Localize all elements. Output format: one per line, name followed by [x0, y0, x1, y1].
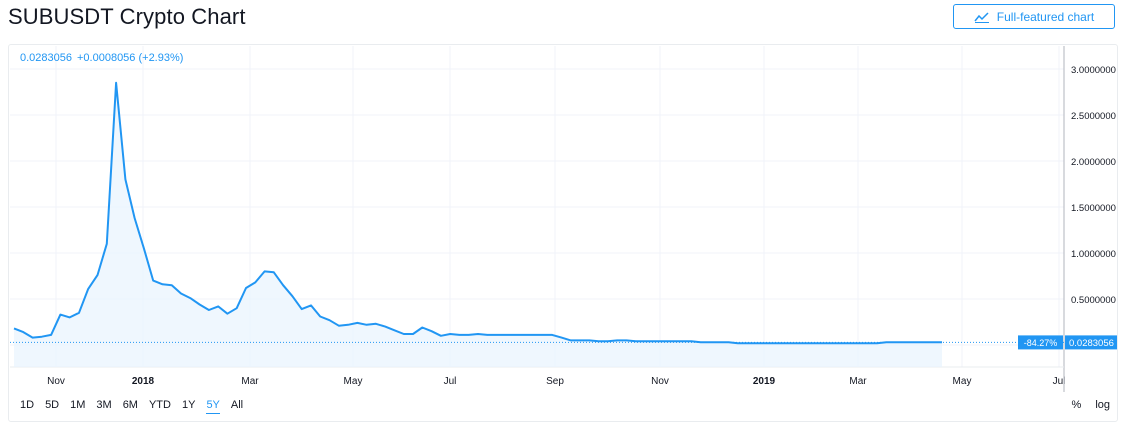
- page-title: SUBUSDT Crypto Chart: [8, 4, 246, 29]
- x-tick-label: Jul: [1053, 376, 1066, 387]
- log-toggle[interactable]: log: [1095, 399, 1110, 411]
- x-tick-label: May: [344, 376, 363, 387]
- range-button-all[interactable]: All: [230, 399, 244, 411]
- x-tick-label: Nov: [651, 376, 669, 387]
- chart-line-icon: [974, 11, 989, 23]
- range-button-5d[interactable]: 5D: [45, 399, 60, 411]
- price-line: [13, 81, 942, 345]
- last-price-tag: [1065, 335, 1117, 350]
- range-selector: 1D 5D 1M 3M 6M YTD 1Y 5Y All: [20, 399, 243, 414]
- x-tick-label: 2019: [753, 376, 776, 387]
- range-button-1y[interactable]: 1Y: [181, 399, 196, 411]
- price-area: [14, 82, 942, 368]
- last-change-label: -84.27%: [1024, 338, 1058, 348]
- last-price-label: 0.0283056: [1069, 338, 1114, 349]
- range-button-6m[interactable]: 6M: [122, 399, 138, 411]
- y-tick-label: 3.0000000: [1071, 65, 1116, 76]
- x-tick-label: Jul: [444, 376, 457, 387]
- legend-change: +0.0008056 (+2.93%): [77, 52, 184, 64]
- y-tick-label: 1.5000000: [1071, 203, 1116, 214]
- x-tick-label: Sep: [546, 376, 564, 387]
- percent-toggle[interactable]: %: [1071, 399, 1082, 411]
- y-tick-label: 2.5000000: [1071, 111, 1116, 122]
- range-button-1d[interactable]: 1D: [20, 399, 35, 411]
- x-tick-label: Mar: [241, 376, 259, 387]
- last-change-tag: [1018, 335, 1063, 350]
- price-legend: 0.0283056 +0.0008056 (+2.93%): [20, 52, 183, 64]
- full-featured-chart-button[interactable]: Full-featured chart: [953, 4, 1115, 29]
- y-tick-label: 0.5000000: [1071, 295, 1116, 306]
- y-tick-label: 2.0000000: [1071, 157, 1116, 168]
- scale-toggles: % log: [1072, 399, 1110, 411]
- legend-price: 0.0283056: [20, 52, 72, 64]
- x-tick-label: Mar: [849, 376, 867, 387]
- full-featured-chart-label: Full-featured chart: [996, 9, 1095, 24]
- range-button-1m[interactable]: 1M: [70, 399, 86, 411]
- x-tick-label: Nov: [47, 376, 65, 387]
- y-tick-label: 1.0000000: [1071, 249, 1116, 260]
- range-button-ytd[interactable]: YTD: [148, 399, 171, 411]
- x-tick-label: May: [953, 376, 972, 387]
- x-tick-label: 2018: [132, 376, 155, 387]
- range-button-5y[interactable]: 5Y: [206, 399, 220, 414]
- range-button-3m[interactable]: 3M: [96, 399, 112, 411]
